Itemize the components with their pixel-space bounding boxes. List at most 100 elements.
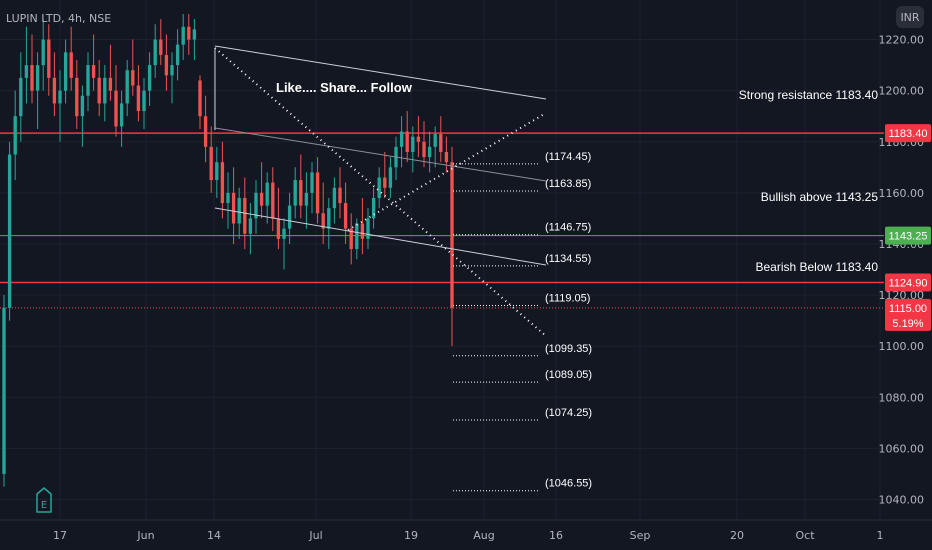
price-tags: 1183.40 1143.25 1124.90 1115.00 5.19% <box>885 124 931 331</box>
candle-body <box>433 134 437 147</box>
candle-body <box>24 65 29 78</box>
fib-level-label: (1174.45) <box>545 151 591 163</box>
candle-body <box>19 77 23 117</box>
bullish-label: Bullish above 1143.25 <box>761 190 879 204</box>
candle-body <box>310 172 314 193</box>
candle-body <box>271 182 275 219</box>
candle-body <box>287 205 292 229</box>
candle-body <box>327 208 331 229</box>
candle-body <box>209 146 213 181</box>
candle-body <box>30 65 34 91</box>
candle-body <box>170 65 174 76</box>
candle-body <box>293 180 297 206</box>
y-tick-label: 1060.00 <box>879 442 925 455</box>
candle-body <box>97 77 101 104</box>
price-axis[interactable] <box>884 0 932 520</box>
candle-body <box>360 223 365 239</box>
candle-body <box>58 90 62 104</box>
candle-body <box>108 77 113 91</box>
candle-body <box>86 65 90 96</box>
candle-body <box>147 65 152 91</box>
candle-body <box>47 39 51 78</box>
candle-body <box>91 65 96 78</box>
currency-badge[interactable]: INR <box>896 6 924 28</box>
currency-label: INR <box>900 11 919 24</box>
x-tick-label: 17 <box>53 529 67 542</box>
candle-body <box>450 162 454 308</box>
candle-body <box>276 218 281 239</box>
call-to-action-text: Like.... Share... Follow <box>276 80 413 95</box>
candle-body <box>254 192 258 219</box>
candle-body <box>203 116 208 147</box>
candle-body <box>427 146 432 158</box>
price-tag-box <box>885 124 931 143</box>
x-tick-label: 14 <box>207 529 221 542</box>
candle-body <box>243 197 247 234</box>
price-tag-box <box>885 298 931 331</box>
candle-body <box>349 228 353 250</box>
fib-level-label: (1119.05) <box>545 292 590 304</box>
fib-level-label: (1046.55) <box>545 478 592 490</box>
candle-body <box>265 182 269 206</box>
candle-body <box>405 131 409 152</box>
x-tick-label: Sep <box>630 529 651 542</box>
candle-body <box>248 218 253 234</box>
dotted-diagonal-down <box>214 47 547 337</box>
candle-body <box>136 85 141 112</box>
channel-middle-line <box>214 127 547 182</box>
x-tick-label: Jun <box>136 529 154 542</box>
candle-body <box>259 192 264 206</box>
candle-body <box>226 192 230 204</box>
price-tag-value: 1124.90 <box>889 278 928 290</box>
candle-body <box>444 151 449 163</box>
y-tick-label: 1220.00 <box>879 34 925 47</box>
candle-body <box>7 154 12 308</box>
y-tick-label: 1100.00 <box>879 340 925 353</box>
price-tag-value: 1143.25 <box>889 231 928 243</box>
price-tag-value: 1183.40 <box>889 128 928 140</box>
candle-body <box>142 90 146 112</box>
x-tick-label: Oct <box>795 529 815 542</box>
candle-body <box>114 90 118 127</box>
y-tick-label: 1160.00 <box>879 187 925 200</box>
candle-body <box>231 192 236 224</box>
price-tag-value: 1115.00 <box>889 303 927 315</box>
candle-body <box>282 228 286 239</box>
candle-body <box>153 39 157 66</box>
candle-body <box>181 26 185 45</box>
candle-body <box>377 177 381 198</box>
candle-body <box>411 136 415 152</box>
price-tag-box <box>885 226 931 245</box>
candle-body <box>52 77 57 104</box>
candle-body <box>299 180 303 206</box>
candle-body <box>355 223 359 250</box>
candle-body <box>304 192 309 206</box>
candle-body <box>371 197 376 219</box>
fib-level-label: (1099.35) <box>545 343 592 355</box>
candle-body <box>80 95 85 117</box>
fib-level-label: (1163.85) <box>545 178 591 190</box>
candle-body <box>164 54 169 76</box>
candle-body <box>119 103 124 127</box>
candle-body <box>192 29 197 40</box>
earnings-marker-icon[interactable]: E <box>36 487 52 513</box>
x-tick-label: 16 <box>549 529 563 542</box>
y-tick-label: 1080.00 <box>879 391 925 404</box>
candle-body <box>338 187 342 204</box>
fib-level-label: (1146.75) <box>545 222 591 234</box>
candle-body <box>159 39 163 55</box>
candle-body <box>131 70 135 86</box>
time-axis[interactable] <box>0 520 932 550</box>
candle-body <box>315 172 320 214</box>
candle-body <box>220 162 225 204</box>
candle-body <box>2 307 6 474</box>
bearish-label: Bearish Below 1183.40 <box>755 260 878 274</box>
symbol-title: LUPIN LTD, 4h, NSE <box>6 12 111 25</box>
candle-body <box>237 197 241 224</box>
candle-body <box>13 116 17 155</box>
strong-resistance-label: Strong resistance 1183.40 <box>739 88 879 102</box>
candle-body <box>416 136 421 142</box>
fib-level-label: (1134.55) <box>545 253 591 265</box>
candle-body <box>75 77 79 117</box>
